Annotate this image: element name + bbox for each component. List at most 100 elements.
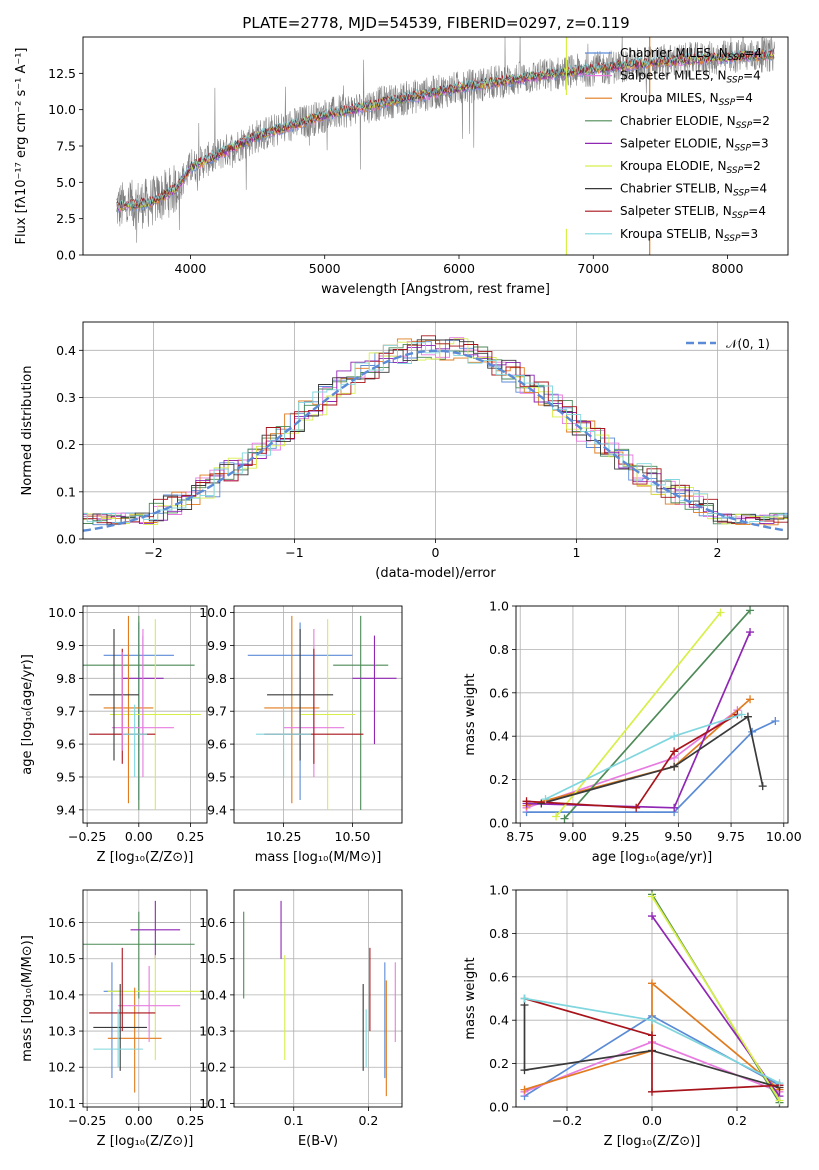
legend-suffix: =4 — [750, 182, 768, 196]
weight-vs-Z-ytick-label: 0.2 — [489, 1056, 509, 1071]
age-vs-Z-ytick-label: 9.4 — [56, 802, 76, 817]
weight-vs-age-ylabel: mass weight — [463, 673, 478, 755]
residuals-xtick-label: 1 — [573, 545, 581, 560]
weight-vs-age-marker-kroupa_miles — [746, 695, 755, 704]
weight-vs-age-marker-kroupa_stelib — [541, 795, 550, 804]
mass-vs-EBV-ytick-label: 10.2 — [199, 1060, 227, 1075]
age-vs-Z-frame — [82, 605, 208, 824]
age-vs-Z-xtick-label: 0.25 — [177, 829, 205, 844]
residuals-xlabel: (data-model)/error — [375, 566, 496, 581]
weight-vs-age-marker-chabrier_elodie — [560, 814, 569, 823]
legend-label: Chabrier ELODIE, N — [620, 114, 736, 128]
mass-vs-Z-ytick-label: 10.2 — [48, 1060, 76, 1075]
legend-label: Chabrier MILES, N — [620, 46, 728, 60]
age-vs-Z-ytick-label: 10.0 — [48, 605, 76, 620]
spectrum-xtick-label: 6000 — [443, 261, 475, 276]
weight-vs-Z-xtick-label: 0.2 — [727, 1113, 747, 1128]
mass-vs-Z-ylabel: mass [log₁₀(M/M⊙)] — [20, 935, 35, 1062]
age-vs-Z-xlabel: Z [log₁₀(Z/Z⊙)] — [97, 850, 194, 865]
weight-vs-age-marker-chabrier_stelib — [537, 799, 546, 808]
spectrum-xtick-label: 4000 — [175, 261, 207, 276]
legend-suffix: =3 — [740, 227, 758, 241]
weight-vs-age-marker-kroupa_stelib — [737, 710, 746, 719]
weight-vs-Z-marker-salpeter_stelib — [648, 1031, 656, 1040]
mass-vs-EBV-ytick-label: 10.6 — [199, 915, 227, 930]
legend-entry: Kroupa ELODIE, NSSP=2 — [620, 159, 761, 176]
mass-vs-EBV-ytick-label: 10.3 — [199, 1024, 227, 1039]
legend-subscript: SSP — [724, 234, 741, 244]
weight-vs-age-marker-salpeter_stelib — [522, 797, 531, 806]
weight-vs-Z-ytick-label: 0.4 — [489, 1013, 509, 1028]
weight-vs-Z-ylabel: mass weight — [463, 957, 478, 1039]
mass-vs-Z-ytick-label: 10.5 — [48, 951, 76, 966]
weight-vs-age-ytick-label: 0.8 — [489, 642, 509, 657]
spectrum-ylabel: Flux [fλ10⁻¹⁷ erg cm⁻² s⁻¹ A⁻¹] — [14, 48, 29, 245]
mass-vs-Z-ytick-label: 10.4 — [48, 987, 76, 1002]
legend-suffix: =4 — [735, 91, 753, 105]
mass-vs-Z-plot — [83, 900, 203, 1093]
legend-subscript: SSP — [736, 121, 753, 131]
age-vs-mass-ytick-label: 9.6 — [207, 737, 227, 752]
residuals-ytick-label: 0.0 — [56, 532, 76, 547]
legend-entry: Salpeter MILES, NSSP=4 — [620, 69, 761, 86]
weight-vs-age-ytick-label: 0.0 — [489, 816, 509, 831]
age-vs-mass-xtick-label: 10.50 — [335, 829, 371, 844]
age-vs-mass-xlabel: mass [log₁₀(M/M⊙)] — [255, 850, 382, 865]
weight-vs-Z-marker-kroupa_miles — [520, 1085, 529, 1094]
weight-vs-age-xtick-label: 10.00 — [766, 829, 802, 844]
mass-vs-EBV-ytick-label: 10.1 — [199, 1096, 227, 1111]
weight-vs-age-marker-salpeter_stelib — [670, 747, 679, 756]
weight-vs-Z-frame — [515, 889, 789, 1108]
legend-entry: Chabrier MILES, NSSP=4 — [620, 46, 762, 63]
mass-vs-Z-ytick-label: 10.1 — [48, 1096, 76, 1111]
legend-suffix: =4 — [748, 204, 766, 218]
age-vs-mass-plot — [247, 615, 397, 810]
normal-legend-label: 𝒩(0, 1) — [726, 337, 770, 351]
mass-vs-EBV-ytick-label: 10.4 — [199, 987, 227, 1002]
spectrum-model-salpeter_stelib — [116, 48, 775, 209]
weight-vs-age-series-chabrier_miles — [526, 720, 776, 813]
weight-vs-age-marker-kroupa_elodie — [552, 812, 561, 821]
age-vs-mass-ytick-label: 9.4 — [207, 802, 227, 817]
weight-vs-Z-marker-salpeter_stelib — [648, 1087, 656, 1096]
legend-entry: Salpeter STELIB, NSSP=4 — [620, 204, 766, 221]
residuals-ytick-label: 0.4 — [56, 343, 76, 358]
legend-label: Kroupa MILES, N — [620, 91, 719, 105]
weight-vs-age-xtick-label: 8.75 — [506, 829, 534, 844]
weight-vs-Z-marker-kroupa_stelib — [520, 994, 529, 1003]
weight-vs-age-xtick-label: 9.25 — [612, 829, 640, 844]
weight-vs-Z-ytick-label: 1.0 — [489, 883, 509, 898]
spectrum-xtick-label: 8000 — [712, 261, 744, 276]
age-vs-Z-ytick-label: 9.9 — [56, 638, 76, 653]
legend-entry: Chabrier STELIB, NSSP=4 — [620, 182, 767, 199]
residuals-axes: −2 −1 0 1 2 0.0 0.1 0.2 0.3 0.4 (data-model)/error… — [20, 322, 788, 581]
spectrum-ytick-label: 12.5 — [48, 66, 76, 81]
legend-suffix: =2 — [743, 159, 761, 173]
weight-vs-Z-ytick-label: 0.8 — [489, 926, 509, 941]
legend-subscript: SSP — [727, 76, 744, 86]
legend-label: Chabrier STELIB, N — [620, 182, 733, 196]
mass-vs-EBV-xlabel: E(B-V) — [298, 1134, 338, 1149]
age-vs-mass-ytick-label: 9.7 — [207, 704, 227, 719]
weight-vs-age-series-salpeter_elodie — [526, 631, 751, 809]
weight-vs-Z-ytick-label: 0.0 — [489, 1100, 509, 1115]
legend-entry: Kroupa STELIB, NSSP=3 — [620, 227, 758, 244]
weight-vs-Z-plot — [520, 890, 784, 1107]
weight-vs-Z-xtick-label: −0.2 — [552, 1113, 582, 1128]
normal-curve — [83, 349, 786, 532]
weight-vs-age-ytick-label: 0.2 — [489, 772, 509, 787]
mass-vs-Z-axes: −0.25 0.00 0.25 10.1 10.2 10.3 10.4 10.5 10.6 Z [… — [20, 890, 207, 1149]
weight-vs-age-ytick-label: 0.6 — [489, 685, 509, 700]
age-vs-Z-ytick-label: 9.6 — [56, 737, 76, 752]
weight-vs-age-ytick-label: 1.0 — [489, 599, 509, 614]
residuals-ytick-label: 0.1 — [56, 484, 76, 499]
mass-vs-Z-xtick-label: −0.25 — [68, 1113, 106, 1128]
spectrum-xtick-label: 5000 — [309, 261, 341, 276]
legend-suffix: =2 — [752, 114, 770, 128]
weight-vs-Z-marker-kroupa_miles — [648, 979, 656, 988]
weight-vs-age-marker-chabrier_miles — [771, 717, 780, 726]
weight-vs-age-series-kroupa_elodie — [555, 611, 722, 818]
residuals-xtick-label: 0 — [432, 545, 440, 560]
